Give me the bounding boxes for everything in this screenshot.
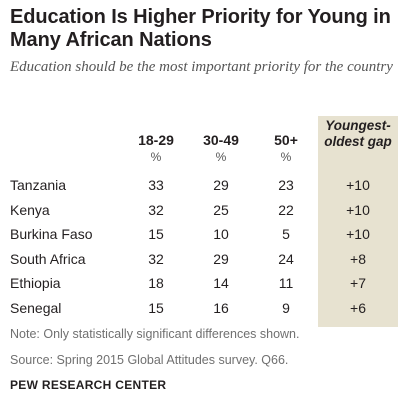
gap-value-cell: +7 xyxy=(350,275,366,291)
country-label: South Africa xyxy=(10,250,86,267)
value-cell: 18 xyxy=(148,275,164,291)
gap-value-cell: +10 xyxy=(346,226,370,242)
table-row: South Africa 32 29 24 +8 xyxy=(10,248,395,270)
value-cell: 10 xyxy=(213,226,229,242)
value-cell: 15 xyxy=(148,299,164,316)
column-header-50-plus: 50+ xyxy=(274,132,298,148)
value-cell: 33 xyxy=(148,177,164,193)
table-row: Ethiopia 18 14 11 +7 xyxy=(10,272,395,294)
unit-label: % xyxy=(280,150,292,164)
note-text: Note: Only statistically significant dif… xyxy=(10,327,300,341)
brand-label: PEW RESEARCH CENTER xyxy=(10,378,167,392)
value-cell: 16 xyxy=(213,299,229,316)
value-cell: 5 xyxy=(282,226,290,242)
value-cell: 11 xyxy=(278,275,294,291)
chart-subtitle: Education should be the most important p… xyxy=(10,59,393,75)
gap-value-cell: +6 xyxy=(350,299,366,316)
value-cell: 29 xyxy=(213,250,229,267)
gap-value-cell: +8 xyxy=(350,250,366,267)
gap-column-highlight xyxy=(318,116,398,327)
value-cell: 24 xyxy=(278,250,294,267)
table-row: Burkina Faso 15 10 5 +10 xyxy=(10,223,395,245)
gap-value-cell: +10 xyxy=(346,201,370,218)
value-cell: 9 xyxy=(282,299,290,316)
value-cell: 32 xyxy=(148,201,164,218)
country-label: Senegal xyxy=(10,299,62,316)
value-cell: 23 xyxy=(278,177,294,193)
column-header-30-49: 30-49 xyxy=(203,132,239,148)
country-label: Tanzania xyxy=(10,177,67,193)
country-label: Burkina Faso xyxy=(10,226,93,242)
value-cell: 15 xyxy=(148,226,164,242)
table-row: Senegal 15 16 9 +6 xyxy=(10,297,395,319)
value-cell: 14 xyxy=(213,275,229,291)
country-label: Ethiopia xyxy=(10,275,61,291)
gap-column-header: Youngest-oldest gap xyxy=(324,118,392,149)
value-cell: 25 xyxy=(213,201,229,218)
table-row: Kenya 32 25 22 +10 xyxy=(10,199,395,221)
gap-value-cell: +10 xyxy=(346,177,370,193)
country-label: Kenya xyxy=(10,201,50,218)
value-cell: 32 xyxy=(148,250,164,267)
value-cell: 29 xyxy=(213,177,229,193)
value-cell: 22 xyxy=(278,201,294,218)
unit-label: % xyxy=(150,150,162,164)
table-row: Tanzania 33 29 23 +10 xyxy=(10,174,395,196)
chart-title: Education Is Higher Priority for Young i… xyxy=(10,6,391,51)
unit-label: % xyxy=(215,150,227,164)
source-text: Source: Spring 2015 Global Attitudes sur… xyxy=(10,353,289,367)
column-header-18-29: 18-29 xyxy=(138,132,174,148)
